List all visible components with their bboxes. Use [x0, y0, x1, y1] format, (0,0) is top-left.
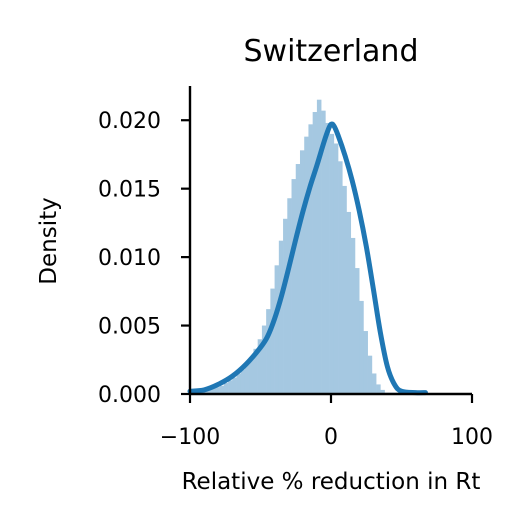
histogram-bar — [321, 110, 326, 394]
histogram-bar — [240, 369, 246, 394]
histogram-bar — [329, 133, 335, 394]
histogram-bar — [206, 388, 212, 394]
histogram-bar — [308, 124, 313, 394]
x-tick-label: −100 — [160, 425, 220, 450]
kde-curve — [187, 121, 428, 396]
histogram-bar — [287, 198, 292, 394]
histogram-bar — [253, 348, 258, 394]
histogram-bar — [228, 380, 233, 394]
y-tick-label: 0.015 — [98, 178, 161, 203]
histogram-bar — [274, 265, 280, 394]
histogram-bar — [283, 218, 288, 394]
histogram-bar — [299, 150, 305, 394]
histogram-bar — [304, 136, 309, 394]
y-axis-label: Density — [36, 197, 62, 284]
histogram-bar — [215, 387, 220, 394]
histogram-bar — [342, 185, 347, 394]
histogram-bar — [359, 300, 364, 394]
y-tick-label: 0.020 — [98, 109, 161, 134]
histogram-bar — [354, 268, 360, 394]
histogram-bar — [219, 385, 225, 394]
x-tick-label: 0 — [324, 425, 338, 450]
histogram-bar — [257, 339, 263, 394]
histogram-bar — [244, 363, 250, 394]
histogram-bar — [270, 288, 275, 394]
y-tick-label: 0.010 — [98, 246, 161, 271]
histogram-bar — [266, 309, 271, 394]
histogram-bar — [223, 383, 229, 394]
histogram-bar — [232, 377, 237, 394]
x-axis-ticks: −100 0 100 — [160, 394, 493, 450]
histogram-bar — [291, 179, 297, 394]
y-tick-label: 0.000 — [98, 383, 161, 408]
histogram-bar — [333, 143, 339, 394]
histogram-bar — [325, 122, 330, 395]
y-tick-label: 0.005 — [98, 315, 161, 340]
histogram-bar — [278, 240, 284, 394]
histogram-bar — [338, 161, 343, 394]
histogram-bar — [367, 355, 373, 394]
histogram-bar — [312, 112, 318, 395]
histogram — [190, 99, 428, 395]
histogram-bar — [261, 325, 267, 394]
histogram-bar — [363, 331, 368, 394]
chart-title: Switzerland — [244, 34, 419, 69]
x-axis-label: Relative % reduction in Rt — [182, 469, 481, 495]
histogram-bar — [316, 99, 322, 394]
histogram-bar — [346, 211, 352, 394]
histogram-bar — [249, 357, 254, 394]
histogram-bar — [380, 389, 385, 394]
histogram-bar — [376, 384, 381, 394]
y-axis-ticks: 0.000 0.005 0.010 0.015 0.020 — [98, 109, 190, 408]
histogram-bar — [350, 237, 356, 394]
histogram-bar — [295, 164, 301, 394]
histogram-bar — [236, 373, 242, 394]
histogram-bar — [371, 373, 377, 394]
x-tick-label: 100 — [451, 425, 493, 450]
histogram-bar — [211, 388, 216, 394]
